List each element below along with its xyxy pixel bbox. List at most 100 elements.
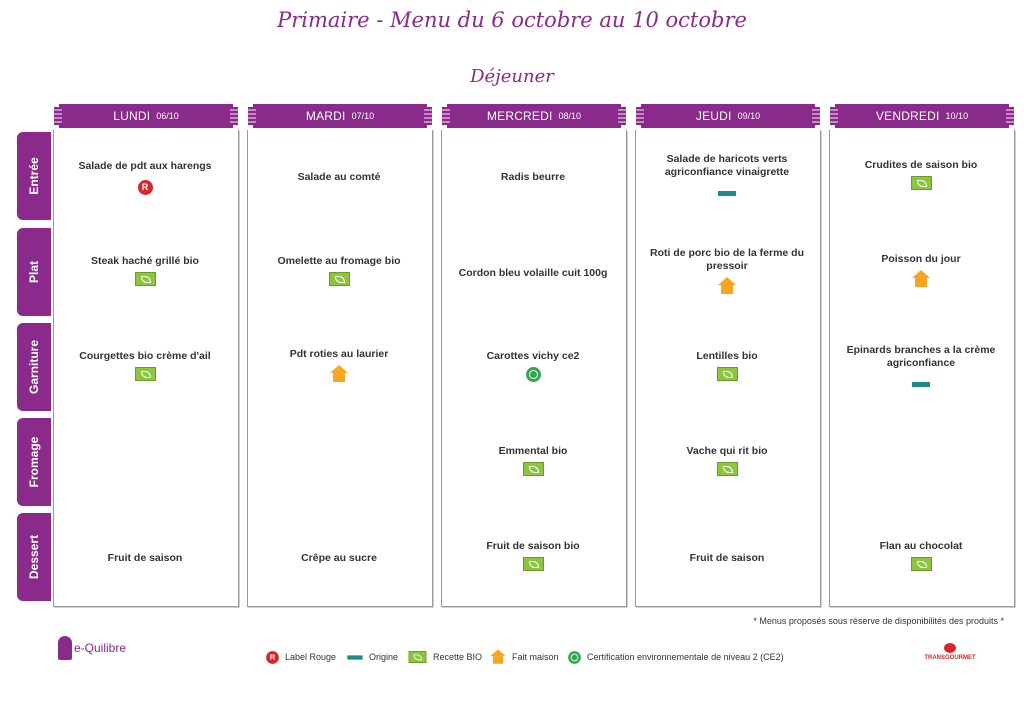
menu-cell: Vache qui rit bio [635,416,819,510]
menu-cell: Roti de porc bio de la ferme du pressoir [635,226,819,320]
partner-name: TRANSGOURMET [924,655,976,661]
dish-name: Cordon bleu volaille cuit 100g [458,266,608,279]
day-name: MERCREDI [486,109,553,123]
day-header: JEUDI 09/10 [636,104,820,128]
ce2-globe-icon [525,366,541,382]
day-header: VENDREDI 10/10 [830,104,1014,128]
dish-name: Roti de porc bio de la ferme du pressoir [649,246,805,272]
menu-cell: Lentilles bio [635,321,819,415]
dish-label: R [137,177,153,195]
chef-hat-icon [58,636,72,660]
dish-name: Omelette au fromage bio [277,255,401,267]
availability-note: * Menus proposés sous réserve de disponi… [753,616,1004,626]
day-header: MARDI 07/10 [248,104,432,128]
legend-item: R Label Rouge [265,650,336,664]
dish-label [716,462,738,481]
row-label-1: Plat [17,228,51,316]
legend-text: Label Rouge [285,652,337,662]
menu-cell: Fruit de saison [53,511,237,605]
dish-label [522,557,544,576]
day-column [829,130,1015,607]
partner-logo: TRANSGOURMET [923,643,977,661]
menu-cell: Emmental bio [441,416,625,510]
dish-name: Poisson du jour [881,253,961,265]
dish-name: Salade de pdt aux harengs [78,159,212,172]
dish-name: Emmental bio [498,445,568,457]
menu-cell: Fruit de saison [635,511,819,605]
house-icon [490,649,506,664]
row-label-3: Fromage [17,418,51,506]
origine-icon [718,191,736,196]
bio-leaf-icon [522,557,544,571]
bio-leaf-icon [716,462,738,476]
dish-name: Crêpe au sucre [301,551,377,564]
day-date: 10/10 [945,111,969,121]
dish-label [525,366,541,387]
row-label-4: Dessert [17,513,51,601]
label-rouge-icon: R [137,179,153,195]
menu-cell: Flan au chocolat [829,511,1013,605]
menu-cell [247,416,431,510]
bio-leaf-icon [134,272,156,286]
day-date: 07/10 [351,111,375,121]
dish-label [522,462,544,481]
page-title: Primaire - Menu du 6 octobre au 10 octob… [277,8,747,32]
dish-label [912,374,930,392]
dish-label [910,176,932,195]
menu-cell: Steak haché grillé bio [53,226,237,320]
dish-label [716,367,738,386]
legend-item: Recette BIO [407,650,482,664]
menu-cell: Crêpe au sucre [247,511,431,605]
house-icon [330,365,348,383]
dish-label [134,367,156,386]
dish-name: Salade de haricots verts agriconfiance v… [664,153,790,178]
legend-text: Certification environnementale de niveau… [587,652,784,662]
bio-leaf-icon [910,176,932,190]
bio-leaf-icon [408,651,427,663]
dish-name: Flan au chocolat [879,540,963,552]
dish-name: Carottes vichy ce2 [486,349,580,362]
label-rouge-icon: R [266,650,279,664]
origine-icon [912,382,930,387]
day-date: 06/10 [156,111,179,121]
legend-item: Fait maison [489,649,559,664]
day-name: VENDREDI [875,109,940,123]
menu-cell [829,416,1013,510]
dish-label [328,272,350,291]
dish-name: Lentilles bio [696,350,758,362]
menu-cell: Salade de haricots verts agriconfiance v… [635,130,819,224]
dish-name: Courgettes bio crème d'ail [79,350,211,362]
menu-cell: Epinards branches a la crème agriconfian… [829,321,1013,415]
house-icon [912,270,930,288]
dish-label [910,557,932,576]
legend-item: Origine [346,650,398,664]
day-date: 08/10 [558,111,582,121]
dish-name: Salade au comté [297,170,381,183]
bio-leaf-icon [522,462,544,476]
day-name: MARDI [305,109,346,123]
dish-name: Fruit de saison [689,551,765,564]
dish-name: Fruit de saison [107,551,183,564]
house-icon [718,276,736,295]
bio-leaf-icon [328,272,350,286]
dish-label [330,365,348,388]
brand-logo: e-Quilibre [58,633,126,663]
day-header: MERCREDI 08/10 [442,104,626,128]
bio-leaf-icon [134,367,156,381]
menu-cell: Crudites de saison bio [829,130,1013,224]
row-label-text: Plat [27,260,41,284]
dish-name: Pdt roties au laurier [289,348,389,360]
row-label-2: Garniture [17,323,51,411]
menu-cell: Fruit de saison bio [441,511,625,605]
row-label-text: Dessert [27,534,41,580]
day-column [53,130,239,607]
row-label-text: Fromage [27,436,41,488]
menu-cell: Omelette au fromage bio [247,226,431,320]
menu-cell: Cordon bleu volaille cuit 100g [441,226,625,320]
row-label-text: Garniture [27,339,41,395]
menu-cell: Pdt roties au laurier [247,321,431,415]
origine-icon [347,654,363,660]
day-name: LUNDI [113,109,151,123]
menu-cell: Salade au comté [247,130,431,224]
menu-cell: Radis beurre [441,130,625,224]
